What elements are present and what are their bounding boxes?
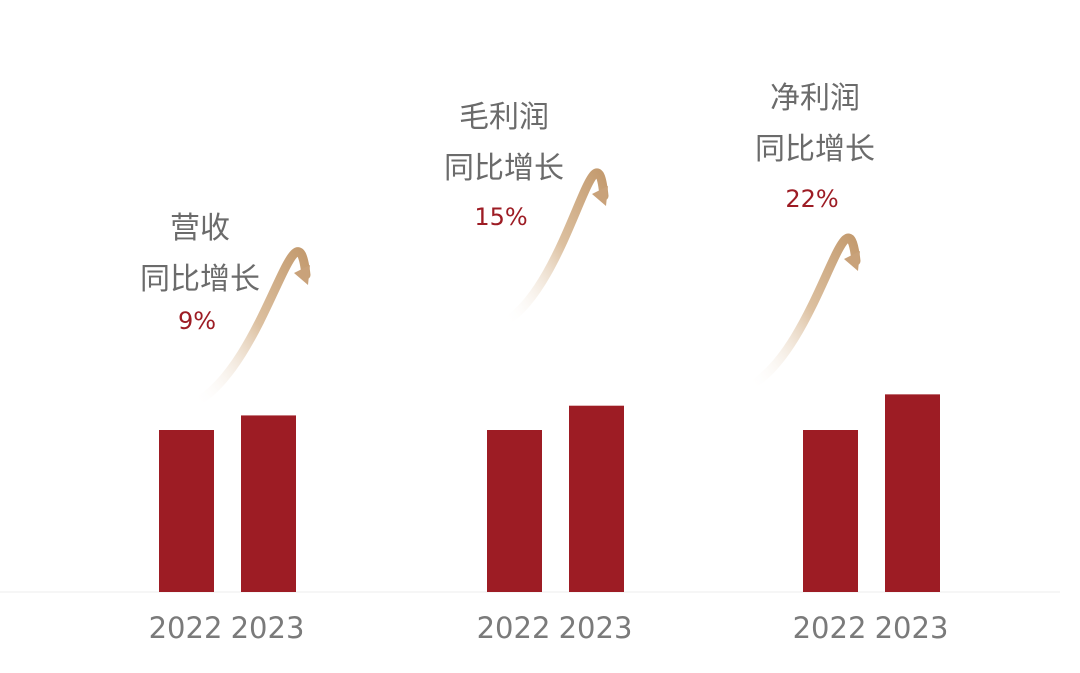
metric-title-line: 毛利润 bbox=[459, 100, 549, 135]
growth-arrow-icon bbox=[500, 168, 609, 327]
tick-label: 2022 bbox=[793, 611, 867, 645]
growth-value: 15% bbox=[474, 203, 527, 231]
bar-1-2023 bbox=[241, 415, 296, 592]
bar-3-2023 bbox=[885, 394, 940, 592]
bar-1-2022 bbox=[159, 430, 214, 592]
growth-value: 22% bbox=[785, 185, 838, 213]
bar-3-2022 bbox=[803, 430, 858, 592]
metric-title-line: 营收 bbox=[170, 211, 230, 246]
tick-label: 2023 bbox=[231, 611, 305, 645]
tick-label: 2023 bbox=[559, 611, 633, 645]
bar-2-2023 bbox=[569, 405, 624, 592]
tick-label: 2022 bbox=[477, 611, 551, 645]
growth-arrow-icon bbox=[745, 233, 861, 391]
bar-2-2022 bbox=[487, 430, 542, 592]
metric-title-line: 同比增长 bbox=[140, 262, 260, 297]
metric-title-line: 同比增长 bbox=[444, 151, 564, 186]
tick-label: 2023 bbox=[875, 611, 949, 645]
growth-arrow-icon bbox=[190, 247, 311, 408]
metric-title-line: 净利润 bbox=[770, 81, 860, 116]
tick-label: 2022 bbox=[149, 611, 223, 645]
metric-title-line: 同比增长 bbox=[755, 132, 875, 167]
growth-value: 9% bbox=[178, 307, 216, 335]
